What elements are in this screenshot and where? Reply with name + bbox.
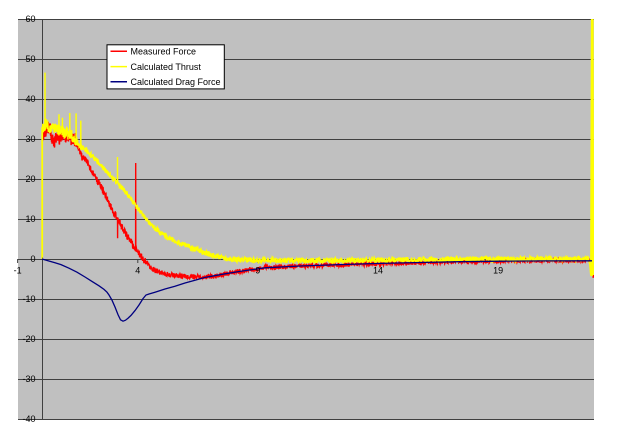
svg-text:4: 4 — [135, 266, 140, 276]
svg-text:40: 40 — [25, 94, 35, 104]
svg-text:20: 20 — [25, 174, 35, 184]
svg-text:0: 0 — [30, 254, 35, 264]
svg-text:-10: -10 — [22, 294, 35, 304]
svg-text:30: 30 — [25, 134, 35, 144]
svg-text:19: 19 — [493, 266, 503, 276]
svg-text:Calculated Thrust: Calculated Thrust — [131, 62, 202, 72]
svg-text:9: 9 — [255, 266, 260, 276]
svg-text:10: 10 — [25, 214, 35, 224]
svg-text:-1: -1 — [14, 266, 22, 276]
svg-text:-40: -40 — [22, 414, 35, 424]
svg-text:Calculated Drag Force: Calculated Drag Force — [131, 77, 221, 87]
svg-text:14: 14 — [373, 266, 383, 276]
svg-text:60: 60 — [25, 14, 35, 24]
svg-text:Measured Force: Measured Force — [131, 47, 197, 57]
svg-text:-20: -20 — [22, 334, 35, 344]
svg-text:50: 50 — [25, 54, 35, 64]
svg-text:-30: -30 — [22, 374, 35, 384]
